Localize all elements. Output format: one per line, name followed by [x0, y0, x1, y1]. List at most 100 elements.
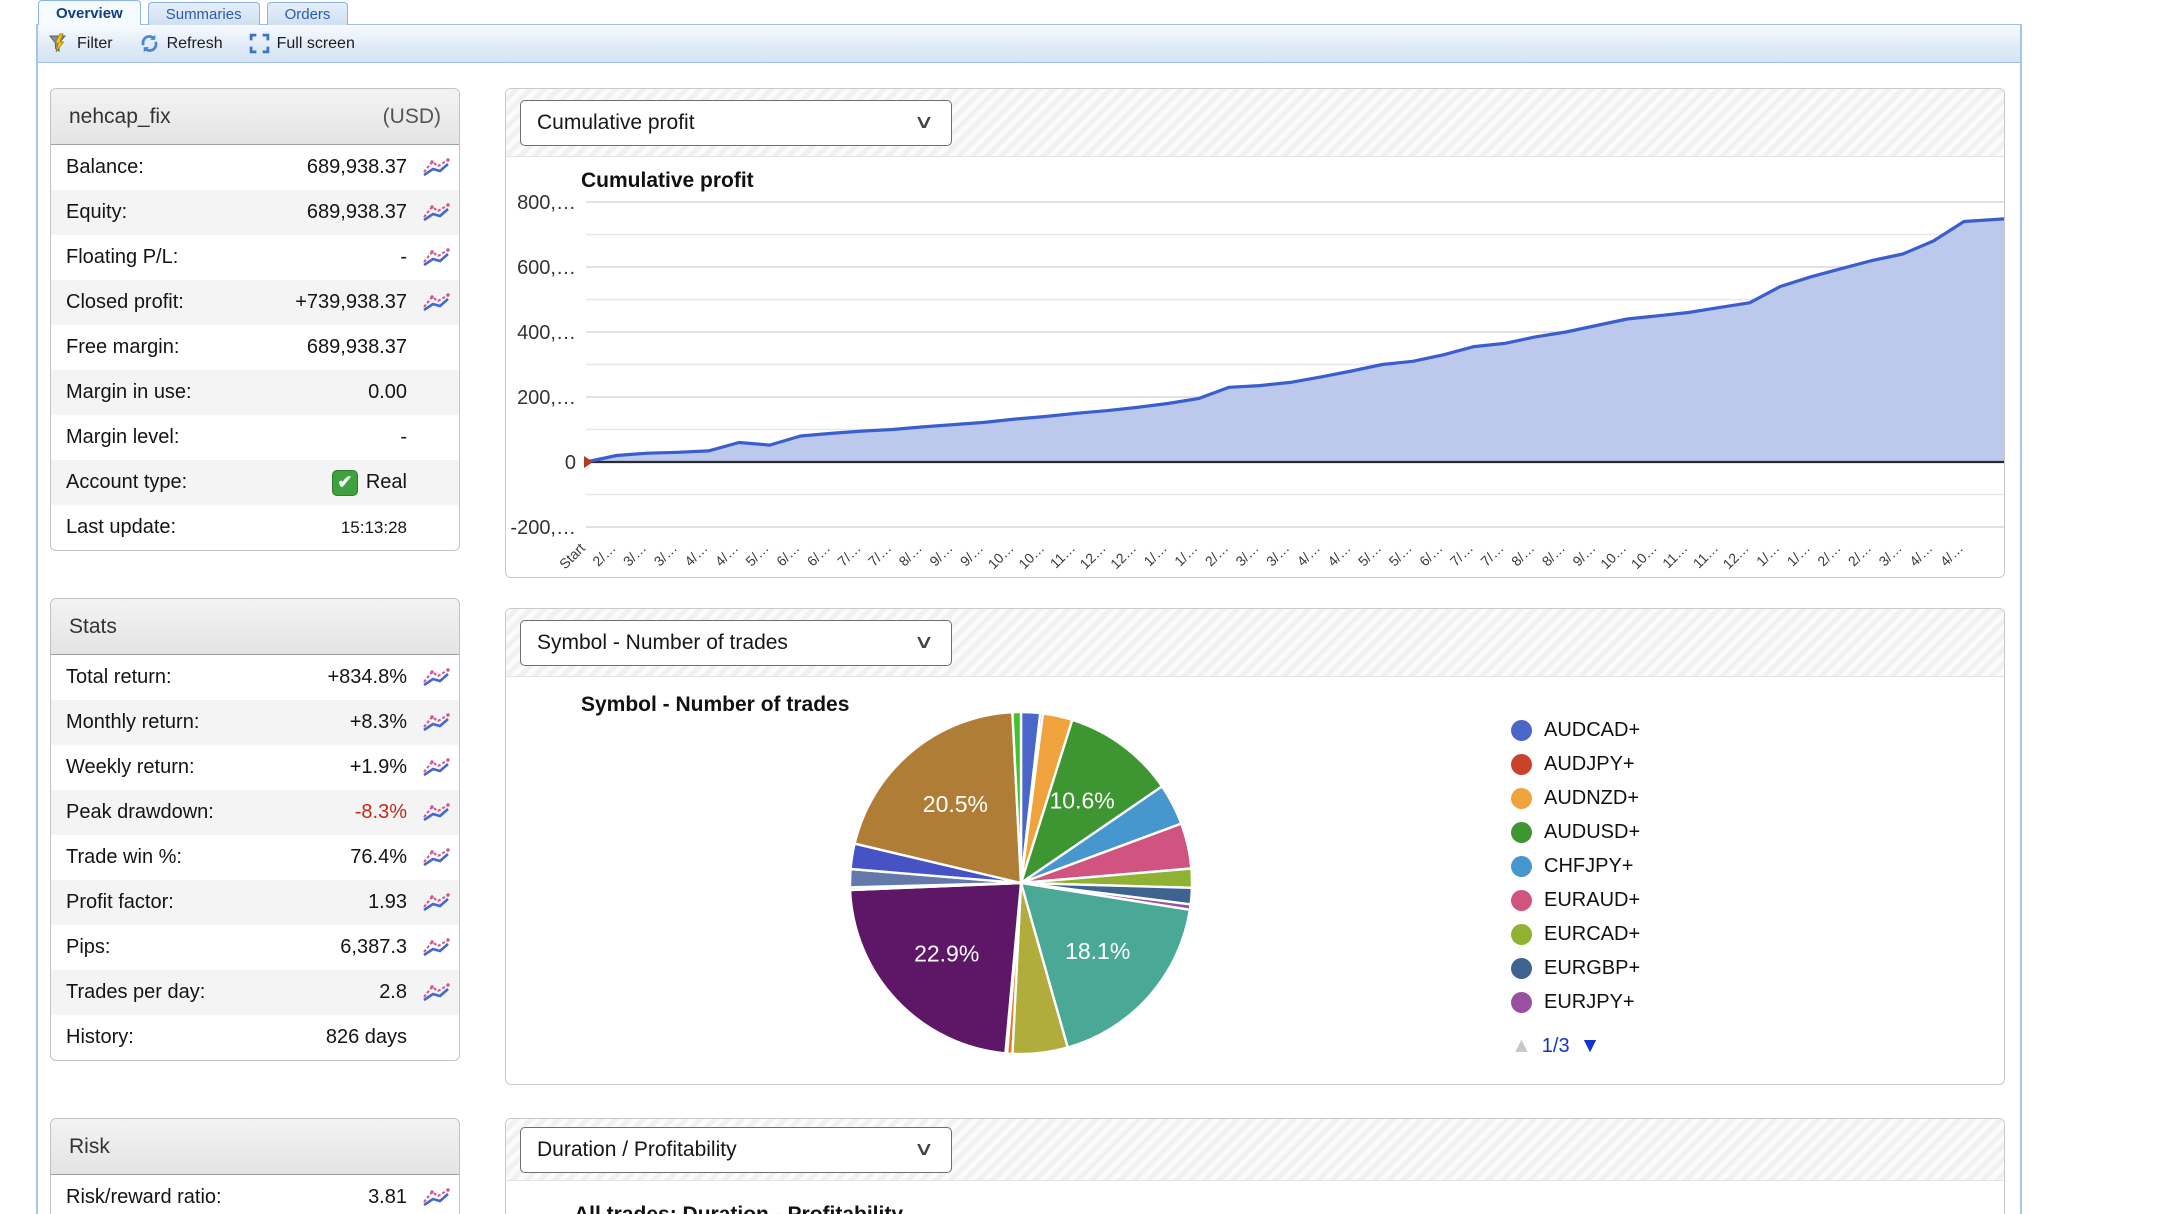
legend-item-eurgbp[interactable]: EURGBP+	[1511, 951, 1841, 985]
legend-item-audcad[interactable]: AUDCAD+	[1511, 713, 1841, 747]
tab-orders[interactable]: Orders	[266, 2, 349, 25]
pie-slice-label: 20.5%	[923, 791, 988, 817]
pie-slice[interactable]	[1019, 881, 1192, 1049]
row-icon-slot[interactable]	[407, 982, 451, 1003]
row-icon-slot[interactable]	[407, 937, 451, 958]
legend-page-up-icon[interactable]: ▲	[1511, 1034, 1532, 1057]
sparkline-icon	[423, 247, 450, 266]
pie-slice[interactable]	[1011, 710, 1023, 885]
pie-legend-items: AUDCAD+ AUDJPY+ AUDNZD+ AUDUSD+ CHFJPY+ EURAU…	[1511, 713, 1841, 1019]
duration-chart-title: All trades: Duration - Profitability	[574, 1203, 903, 1214]
row-icon-slot[interactable]	[407, 892, 451, 913]
x-axis-tick-label: 9/…	[926, 540, 955, 569]
row-icon-slot[interactable]	[407, 1187, 451, 1208]
y-axis-tick-label: 400,…	[517, 322, 576, 344]
legend-item-eurcad[interactable]: EURCAD+	[1511, 917, 1841, 951]
chevron-down-icon: ∨	[913, 112, 935, 133]
row-label: Profit factor:	[66, 891, 174, 913]
x-axis-tick-label: 10…	[1597, 540, 1629, 572]
toolbar: Filter Refresh Full screen	[36, 24, 2022, 63]
legend-color-dot	[1511, 719, 1532, 741]
fullscreen-button[interactable]: Full screen	[249, 33, 355, 54]
x-axis-tick-label: 3/…	[620, 540, 649, 569]
x-axis-tick-label: 8/…	[895, 540, 924, 569]
legend-color-dot	[1511, 923, 1532, 945]
row-icon-slot[interactable]	[407, 247, 451, 268]
row-icon-slot[interactable]	[407, 712, 451, 733]
account-row: Closed profit: +739,938.37	[51, 280, 459, 325]
pie-slice[interactable]	[848, 881, 1023, 1055]
pie-slice[interactable]	[853, 711, 1023, 885]
x-axis-tick-label: 7/…	[1477, 540, 1506, 569]
legend-item-audusd[interactable]: AUDUSD+	[1511, 815, 1841, 849]
x-axis-tick-label: 7/…	[834, 540, 863, 569]
x-axis-tick-label: 6/…	[773, 540, 802, 569]
x-axis-tick-label: 9/…	[957, 540, 986, 569]
row-label: Trade win %:	[66, 846, 182, 868]
row-value: +739,938.37	[295, 291, 407, 313]
legend-item-label: CHFJPY+	[1544, 854, 1634, 877]
legend-color-dot	[1511, 787, 1532, 809]
legend-color-dot	[1511, 889, 1532, 911]
legend-item-audjpy[interactable]: AUDJPY+	[1511, 747, 1841, 781]
legend-color-dot	[1511, 855, 1532, 877]
x-axis-tick-label: 6/…	[804, 540, 833, 569]
tab-overview[interactable]: Overview	[38, 0, 141, 25]
sparkline-icon	[423, 292, 450, 311]
x-axis-tick-label: 10…	[1015, 540, 1047, 572]
row-label: Equity:	[66, 201, 128, 223]
x-axis-tick-label: 11…	[1690, 540, 1721, 571]
pie-slice[interactable]	[1019, 718, 1164, 885]
duration-type-select[interactable]: Duration / Profitability ∨	[520, 1126, 952, 1173]
x-axis-tick-label: 12…	[1107, 540, 1139, 572]
row-label: Trades per day:	[66, 981, 206, 1003]
row-label: Weekly return:	[66, 756, 195, 778]
row-icon-slot[interactable]	[407, 202, 451, 223]
pie-type-select[interactable]: Symbol - Number of trades ∨	[520, 619, 952, 666]
chevron-down-icon: ∨	[913, 632, 935, 653]
stats-row: Weekly return: +1.9%	[51, 745, 459, 790]
pie-legend: AUDCAD+ AUDJPY+ AUDNZD+ AUDUSD+ CHFJPY+ EURAU…	[1511, 713, 1841, 1061]
sparkline-icon	[423, 157, 450, 176]
account-row: Margin level: -	[51, 415, 459, 460]
symbol-trades-pie: 10.6% 18.1% 22.9% 20.5%	[848, 710, 1194, 1056]
refresh-button[interactable]: Refresh	[139, 33, 223, 54]
legend-item-euraud[interactable]: EURAUD+	[1511, 883, 1841, 917]
stats-row: Profit factor: 1.93	[51, 880, 459, 925]
account-row: Equity: 689,938.37	[51, 190, 459, 235]
x-axis-tick-label: 5/…	[1385, 540, 1414, 569]
legend-item-label: EURJPY+	[1544, 990, 1635, 1013]
stats-rows: Total return: +834.8% Monthly return: +8.3%…	[51, 655, 459, 1060]
row-icon-slot[interactable]	[407, 757, 451, 778]
row-value: 1.93	[368, 891, 407, 913]
legend-item-audnzd[interactable]: AUDNZD+	[1511, 781, 1841, 815]
chart-type-select[interactable]: Cumulative profit ∨	[520, 99, 952, 146]
account-row: Free margin: 689,938.37	[51, 325, 459, 370]
risk-title: Risk	[69, 1134, 110, 1158]
x-axis-tick-label: 10…	[985, 540, 1017, 572]
row-icon-slot[interactable]	[407, 157, 451, 178]
duration-profitability-card: Duration / Profitability ∨ All trades: D…	[505, 1118, 2005, 1214]
legend-item-chfjpy[interactable]: CHFJPY+	[1511, 849, 1841, 883]
legend-page-down-icon[interactable]: ▼	[1579, 1034, 1601, 1057]
row-value: 76.4%	[350, 846, 407, 868]
row-icon-slot[interactable]	[407, 802, 451, 823]
row-label: Risk/reward ratio:	[66, 1186, 222, 1208]
legend-item-eurjpy[interactable]: EURJPY+	[1511, 985, 1841, 1019]
symbol-trades-card: Symbol - Number of trades ∨ Symbol - Num…	[505, 608, 2005, 1085]
sparkline-icon	[423, 712, 450, 731]
row-label: Margin in use:	[66, 381, 192, 403]
chart-type-select-value: Cumulative profit	[537, 110, 695, 134]
row-icon-slot[interactable]	[407, 667, 451, 688]
tab-summaries[interactable]: Summaries	[147, 2, 260, 25]
row-icon-slot[interactable]	[407, 292, 451, 313]
filter-button[interactable]: Filter	[48, 33, 113, 55]
account-type-value: ✔ Real	[331, 469, 407, 496]
stats-row: Monthly return: +8.3%	[51, 700, 459, 745]
account-name: nehcap_fix	[69, 104, 171, 128]
row-icon-slot[interactable]	[407, 847, 451, 868]
stats-title: Stats	[69, 614, 117, 638]
row-value: +834.8%	[327, 666, 407, 688]
row-value: 689,938.37	[306, 336, 407, 358]
